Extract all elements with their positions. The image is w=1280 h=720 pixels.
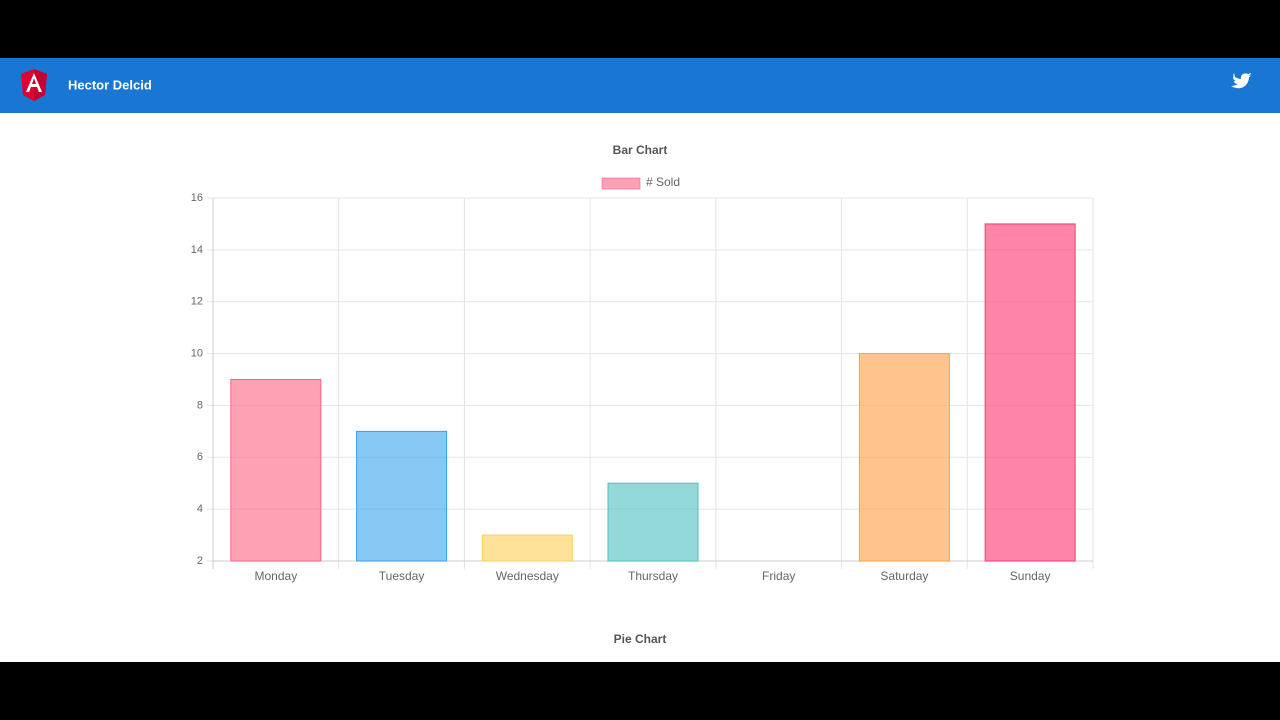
chart-title: Pie Chart — [614, 632, 667, 646]
bar — [984, 223, 1076, 562]
chart-title: Bar Chart — [613, 143, 668, 157]
x-tick-label: Sunday — [1010, 569, 1051, 583]
y-tick-label: 6 — [197, 451, 203, 463]
y-tick-label: 16 — [191, 192, 203, 204]
x-tick-label: Thursday — [628, 569, 678, 583]
x-tick-label: Tuesday — [379, 569, 425, 583]
x-tick-label: Friday — [762, 569, 795, 583]
angular-logo[interactable] — [21, 69, 47, 101]
y-tick-label: 10 — [191, 347, 203, 359]
legend-swatch — [601, 177, 641, 190]
bar — [356, 430, 448, 562]
bar — [607, 482, 699, 562]
bar — [858, 353, 950, 562]
bar — [230, 379, 322, 562]
x-tick-label: Wednesday — [496, 569, 559, 583]
navbar — [0, 58, 1280, 113]
y-tick-label: 2 — [197, 555, 203, 567]
y-tick-label: 14 — [191, 244, 203, 256]
y-tick-label: 12 — [191, 296, 203, 308]
legend-label: # Sold — [646, 175, 680, 189]
bar — [481, 534, 573, 562]
y-tick-label: 4 — [197, 503, 203, 515]
twitter-icon[interactable] — [1231, 73, 1251, 89]
x-tick-label: Monday — [255, 569, 298, 583]
y-tick-label: 8 — [197, 399, 203, 411]
brand[interactable]: Hector Delcid — [68, 77, 152, 92]
x-tick-label: Saturday — [880, 569, 928, 583]
